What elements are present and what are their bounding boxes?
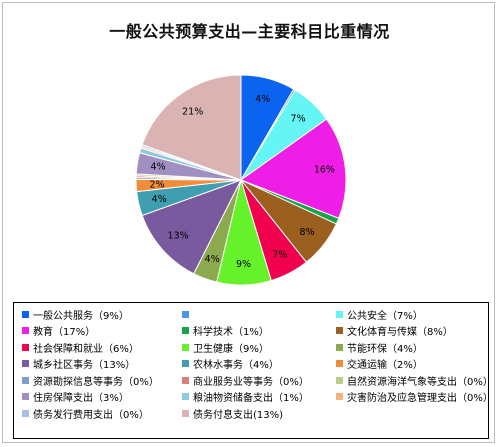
legend-item-10: 农林水事务（4%） (182, 356, 279, 372)
legend-swatch-3 (22, 327, 29, 334)
legend-label-4: 科学技术（1%） (193, 327, 269, 338)
legend-item-0: 一般公共服务（9%） (22, 306, 129, 322)
legend-label-8: 节能环保（4%） (347, 343, 423, 355)
legend-swatch-12 (22, 376, 29, 384)
legend-swatch-1 (182, 310, 189, 318)
legend-label-19: 债务付息支出(13%) (193, 409, 284, 421)
pie-label-10: 4% (152, 194, 167, 205)
legend-swatch-8 (336, 343, 343, 351)
legend-item-9: 城乡社区事务（13%） (22, 356, 135, 372)
legend-label-14: 自然资源海洋气象等支出（0%） (347, 376, 493, 388)
legend-item-8: 节能环保（4%） (336, 339, 423, 355)
legend-item-7: 卫生健康（9%） (182, 339, 269, 355)
legend-swatch-2 (336, 310, 343, 318)
legend-label-10: 农林水事务（4%） (193, 360, 279, 371)
legend-label-2: 公共安全（7%） (347, 310, 423, 322)
pie-label-7: 9% (236, 259, 251, 270)
pie-label-5: 8% (300, 227, 315, 238)
legend-item-14: 自然资源海洋气象等支出（0%） (336, 372, 493, 388)
legend-label-0: 一般公共服务（9%） (33, 310, 129, 322)
pie-label-8: 4% (205, 254, 220, 265)
legend-item-15: 住房保障支出（3%） (22, 389, 129, 405)
legend-item-6: 社会保障和就业（6%） (22, 339, 139, 355)
pie-label-2: 7% (291, 113, 306, 124)
legend-swatch-18 (22, 409, 29, 417)
legend-label-17: 灾害防治及应急管理支出（0%） (347, 393, 493, 404)
legend-item-1 (182, 306, 193, 322)
legend-item-5: 文化体育与传媒（8%） (336, 323, 453, 339)
legend-swatch-19 (182, 409, 189, 417)
legend-swatch-14 (336, 376, 343, 384)
legend-label-13: 商业服务业等事务（0%） (193, 376, 309, 388)
legend-swatch-6 (22, 343, 29, 351)
legend-item-12: 资源勘探信息等事务（0%） (22, 372, 159, 388)
legend-label-7: 卫生健康（9%） (193, 343, 269, 355)
legend-label-5: 文化体育与传媒（8%） (347, 327, 453, 338)
legend-swatch-17 (336, 393, 343, 400)
pie-slice-3 (239, 118, 347, 219)
chart-legend: 一般公共服务（9%） 公共安全（7%） 教育（17%） 科学技术（1%） 文化体育与传媒… (13, 302, 493, 439)
legend-label-18: 债务发行费用支出（0%） (33, 409, 149, 421)
legend-swatch-0 (22, 310, 29, 318)
legend-swatch-7 (182, 343, 189, 351)
pie-label-19: 21% (182, 106, 203, 117)
pie-slice-9 (141, 179, 243, 275)
legend-label-15: 住房保障支出（3%） (33, 393, 129, 404)
legend-item-3: 教育（17%） (22, 323, 95, 339)
legend-swatch-4 (182, 327, 189, 334)
legend-item-13: 商业服务业等事务（0%） (182, 372, 309, 388)
pie-slice-19 (141, 74, 242, 181)
chart-title: 一般公共预算支出—主要科目比重情况 (109, 22, 390, 41)
legend-label-3: 教育（17%） (33, 327, 96, 338)
legend-item-18: 债务发行费用支出（0%） (22, 405, 149, 421)
legend-label-6: 社会保障和就业（6%） (33, 343, 139, 355)
legend-swatch-11 (336, 360, 343, 367)
legend-swatch-9 (22, 360, 29, 367)
pie-chart: 4% 7% 16% 8% 7% 9% 4% 13% 4% 2% 4% 21% (135, 74, 347, 286)
pie-label-11: 2% (150, 179, 165, 190)
legend-label-16: 粮油物资储备支出（1%） (193, 393, 309, 404)
legend-item-16: 粮油物资储备支出（1%） (182, 389, 309, 405)
legend-label-9: 城乡社区事务（13%） (33, 360, 136, 371)
legend-item-19: 债务付息支出(13%) (182, 405, 283, 421)
legend-item-2: 公共安全（7%） (336, 306, 423, 322)
pie-label-9: 13% (168, 231, 189, 242)
legend-swatch-15 (22, 393, 29, 400)
pie-label-6: 7% (272, 249, 287, 260)
legend-item-17: 灾害防治及应急管理支出（0%） (336, 389, 493, 405)
legend-item-4: 科学技术（1%） (182, 323, 269, 339)
pie-label-3: 16% (314, 165, 335, 176)
legend-swatch-5 (336, 327, 343, 334)
legend-label-12: 资源勘探信息等事务（0%） (33, 376, 159, 388)
pie-label-15: 4% (151, 162, 166, 173)
legend-swatch-16 (182, 393, 189, 400)
legend-swatch-10 (182, 360, 189, 367)
legend-swatch-13 (182, 376, 189, 384)
pie-label-0: 4% (255, 94, 270, 105)
legend-label-11: 交通运输（2%） (347, 360, 423, 371)
legend-item-11: 交通运输（2%） (336, 356, 423, 372)
